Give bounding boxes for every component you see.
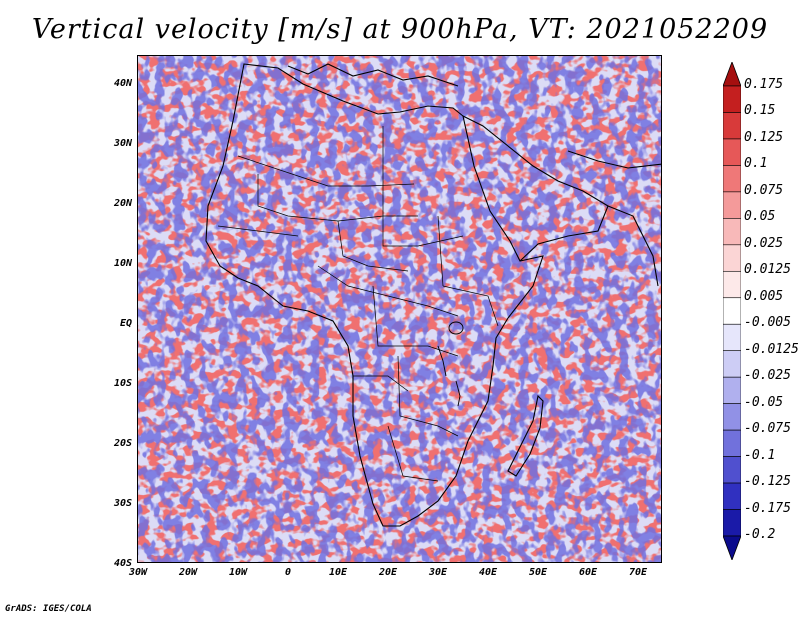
colorbar-label: -0.175: [744, 500, 791, 516]
lon-label: 50E: [528, 567, 548, 578]
coastlines: [205, 63, 661, 527]
colorbar-bottom-arrow: [723, 535, 741, 560]
colorbar-segment: [723, 323, 741, 352]
africa-coastline: [205, 63, 544, 527]
colorbar-label: 0.0125: [744, 262, 791, 278]
colorbar-label: -0.005: [744, 315, 791, 331]
colorbar-label: -0.1: [744, 447, 776, 463]
colorbar-label: -0.0125: [744, 341, 799, 357]
map-title: Vertical velocity [m/s] at 900hPa, VT: 2…: [31, 14, 769, 45]
colorbar-segment: [723, 85, 741, 113]
lake-malawi: [455, 380, 461, 407]
colorbar-segment: [723, 297, 741, 325]
colorbar: [723, 62, 741, 560]
lat-label: 20N: [113, 198, 132, 209]
lake-victoria: [448, 321, 464, 335]
lon-label: 0: [284, 567, 292, 578]
lat-label: 30S: [113, 498, 132, 509]
lat-label: EQ: [119, 318, 132, 329]
colorbar-segment: [723, 270, 741, 299]
colorbar-segment: [723, 350, 741, 378]
lake-tanganyika: [437, 345, 447, 377]
lon-label: 40E: [478, 567, 498, 578]
colorbar-segment: [723, 429, 741, 457]
lat-label: 10S: [113, 378, 132, 389]
colorbar-segment: [723, 456, 741, 484]
colorbar-segment: [723, 482, 741, 510]
colorbar-label: 0.075: [744, 182, 784, 198]
colorbar-label: 0.05: [744, 209, 776, 225]
colorbar-segment: [723, 244, 741, 272]
colorbar-segment: [723, 165, 741, 193]
colorbar-label: 0.025: [744, 235, 784, 251]
negative-velocity-field: [138, 56, 661, 562]
lon-label: 70E: [628, 567, 648, 578]
madagascar-coastline: [507, 394, 544, 477]
colorbar-label: -0.2: [744, 527, 776, 542]
lon-label: 20W: [178, 567, 198, 578]
colorbar-label: 0.15: [744, 103, 776, 119]
colorbar-segment: [723, 403, 741, 431]
colorbar-label: -0.025: [744, 368, 791, 384]
lakes: [437, 321, 464, 407]
lon-label: 30E: [428, 567, 448, 578]
lon-label: 30W: [128, 567, 148, 578]
grads-credit: GrADS: IGES/COLA: [5, 604, 92, 614]
colorbar-label: -0.125: [744, 474, 791, 490]
colorbar-label: -0.05: [744, 394, 784, 410]
colorbar-segment: [723, 191, 741, 219]
arabia-coastline: [462, 115, 609, 262]
colorbar-segment: [723, 112, 741, 140]
lat-label: 40S: [113, 558, 132, 569]
lat-label: 30N: [113, 138, 132, 149]
colorbar-segment: [723, 218, 741, 246]
lat-label: 40N: [113, 78, 132, 89]
persian-gulf-coast: [567, 150, 661, 169]
colorbar-label: 0.175: [744, 77, 784, 92]
colorbar-label: -0.075: [744, 421, 791, 437]
lat-label: 20S: [113, 438, 132, 449]
colorbar-segment: [723, 138, 741, 166]
lat-label: 10N: [113, 258, 132, 269]
colorbar-label: 0.1: [744, 156, 768, 172]
lon-label: 60E: [578, 567, 598, 578]
colorbar-segment: [723, 376, 741, 404]
colorbar-label: 0.005: [744, 288, 784, 304]
country-borders: [217, 126, 499, 482]
lon-label: 10W: [228, 567, 248, 578]
colorbar-top-arrow: [723, 62, 741, 87]
map-plot-area[interactable]: [137, 55, 662, 563]
colorbar-segment: [723, 509, 741, 537]
lon-label: 20E: [378, 567, 398, 578]
mediterranean-north-coast: [287, 63, 459, 87]
colorbar-label: 0.125: [744, 129, 784, 145]
lon-label: 10E: [328, 567, 348, 578]
india-coastline: [607, 205, 659, 287]
